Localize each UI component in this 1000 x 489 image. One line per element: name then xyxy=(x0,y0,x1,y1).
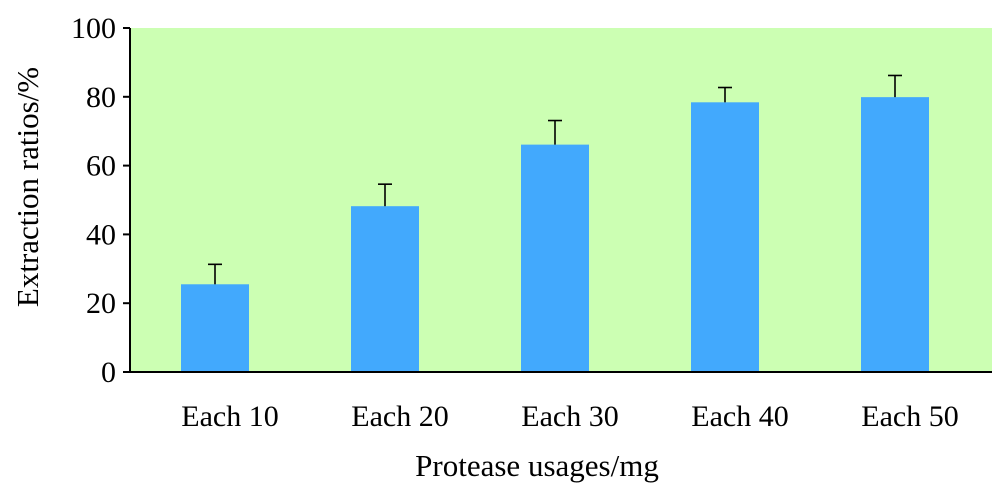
y-tick-label: 20 xyxy=(86,287,116,320)
x-category-label: Each 30 xyxy=(521,400,618,433)
x-category-label: Each 50 xyxy=(861,400,958,433)
bar xyxy=(691,102,759,372)
x-labels-layer: Each 10 Each 20 Each 30 Each 40 Each 50 xyxy=(181,400,958,433)
bar xyxy=(861,97,929,373)
y-tick-label: 40 xyxy=(86,218,116,251)
y-tick-label: 100 xyxy=(71,12,116,45)
bar xyxy=(351,206,419,372)
bar xyxy=(181,284,249,372)
x-category-label: Each 20 xyxy=(351,400,448,433)
y-tick-label: 0 xyxy=(101,356,116,389)
y-tick-label: 80 xyxy=(86,81,116,114)
axes-layer xyxy=(129,28,992,373)
y-ticks-layer: 0 20 40 60 80 100 xyxy=(71,12,130,389)
y-tick-label: 60 xyxy=(86,150,116,183)
error-bars-layer xyxy=(208,74,902,285)
y-axis-title: Extraction ratios/% xyxy=(10,67,45,307)
x-category-label: Each 40 xyxy=(691,400,788,433)
x-category-label: Each 10 xyxy=(181,400,278,433)
x-axis-title: Protease usages/mg xyxy=(415,448,659,483)
bar xyxy=(521,144,589,372)
bars-layer xyxy=(181,97,929,373)
